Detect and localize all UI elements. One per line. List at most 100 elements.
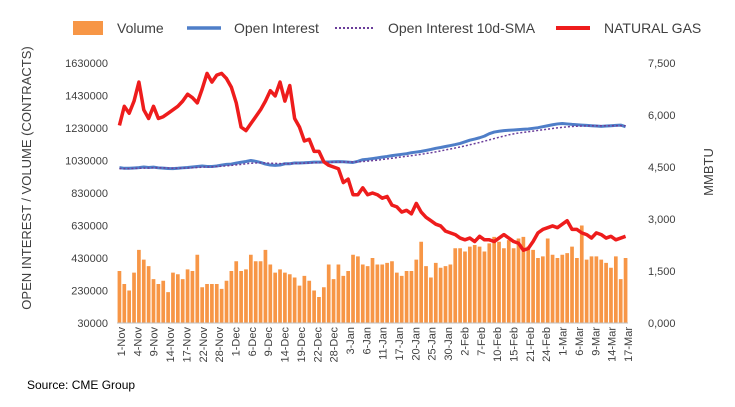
- volume-bar: [429, 277, 433, 323]
- volume-bar: [472, 245, 477, 323]
- open-interest-sma-line: [119, 124, 626, 170]
- x-tick-label: 1-Mar: [558, 327, 570, 356]
- volume-bar: [409, 271, 414, 323]
- volume-bar: [166, 292, 170, 324]
- volume-bar: [458, 248, 462, 323]
- x-tick-label: 17-Jan: [394, 327, 406, 361]
- volume-bar: [623, 258, 628, 323]
- x-tick-label: 22-Dec: [312, 327, 324, 363]
- volume-bar: [575, 258, 579, 323]
- volume-bar: [205, 284, 209, 323]
- volume-bar: [312, 290, 316, 323]
- volume-bar: [370, 258, 375, 323]
- volume-bar: [594, 256, 599, 324]
- volume-bar: [326, 264, 331, 323]
- x-tick-label: 28-Nov: [214, 327, 226, 363]
- x-tick-label: 14-Mar: [607, 327, 619, 362]
- volume-bar: [414, 259, 419, 324]
- volume-bar: [346, 271, 351, 323]
- volume-bar: [433, 262, 438, 324]
- volume-bar: [448, 264, 453, 323]
- left-tick-label: 1030000: [65, 156, 108, 168]
- right-tick-label: 0,000: [648, 318, 676, 330]
- legend-label-open-interest-sma: Open Interest 10d-SMA: [388, 20, 536, 36]
- volume-bar: [229, 271, 234, 323]
- volume-bar: [380, 264, 385, 323]
- x-tick-label: 3-Jan: [345, 327, 357, 355]
- volume-bar: [540, 256, 545, 324]
- volume-bar: [161, 280, 166, 323]
- open-interest-line: [119, 121, 627, 171]
- x-tick-label: 22-Nov: [198, 327, 210, 363]
- volume-bar: [219, 288, 224, 324]
- volume-bar: [584, 259, 589, 324]
- right-tick-label: 7,500: [648, 58, 676, 70]
- legend: Volume Open Interest Open Interest 10d-S…: [73, 20, 701, 36]
- volume-bar: [453, 248, 458, 323]
- volume-bar: [545, 238, 550, 323]
- left-tick-label: 430000: [71, 253, 108, 265]
- x-tick-label: 17-Nov: [181, 327, 193, 363]
- x-tick-label: 15-Feb: [509, 327, 521, 362]
- x-tick-label: 6-Dec: [247, 327, 259, 357]
- volume-bar: [234, 261, 239, 323]
- volume-bar: [195, 254, 200, 323]
- volume-bar: [511, 248, 516, 323]
- right-tick-label: 3,000: [648, 214, 676, 226]
- natural-gas-line: [117, 71, 627, 252]
- x-tick-label: 6-Mar: [574, 327, 586, 356]
- volume-bar: [185, 269, 190, 324]
- volume-bar: [531, 249, 535, 324]
- volume-bar: [477, 246, 482, 324]
- x-tick-label: 9-Dec: [263, 327, 275, 357]
- volume-bar: [210, 284, 214, 323]
- x-tick-label: 19-Dec: [296, 327, 308, 363]
- volume-bar: [613, 256, 618, 324]
- volume-bar: [224, 280, 229, 323]
- left-tick-label: 830000: [71, 188, 108, 200]
- volume-bar: [609, 267, 613, 323]
- x-tick-label: 30-Jan: [443, 327, 455, 361]
- x-tick-label: 11-Jan: [378, 327, 390, 360]
- left-tick-label: 30000: [77, 318, 108, 330]
- volume-bar: [565, 253, 570, 324]
- volume-bar: [180, 279, 185, 324]
- x-tick-label: 6-Jan: [361, 327, 373, 355]
- volume-bar: [356, 256, 360, 324]
- volume-bar: [117, 271, 122, 323]
- volume-bar: [122, 284, 127, 323]
- x-tick-label: 7-Feb: [476, 327, 488, 356]
- volume-bar: [526, 246, 531, 324]
- volume-bar: [287, 274, 292, 323]
- volume-bar: [516, 238, 521, 323]
- volume-bar: [283, 272, 287, 324]
- x-tick-label: 9-Mar: [590, 327, 602, 356]
- volume-bar: [399, 275, 404, 324]
- volume-bar: [127, 290, 132, 323]
- volume-bar: [404, 271, 409, 323]
- x-tick-label: 14-Dec: [280, 327, 292, 363]
- legend-label-open-interest: Open Interest: [234, 20, 319, 36]
- left-tick-label: 1230000: [65, 123, 108, 135]
- volume-bar: [365, 266, 370, 324]
- right-tick-label: 6,000: [648, 110, 676, 122]
- volume-bar: [360, 264, 365, 323]
- x-axis-ticks: 1-Nov 4-Nov 9-Nov 14-Nov 17-Nov 22-Nov 28-Nov 1…: [116, 327, 635, 363]
- volume-bar: [521, 236, 526, 324]
- volume-bar: [560, 254, 565, 323]
- x-tick-label: 1-Dec: [230, 327, 242, 357]
- volume-bar: [443, 266, 448, 324]
- volume-bar: [244, 269, 248, 324]
- volume-bar: [579, 225, 584, 323]
- x-tick-label: 1-Nov: [116, 327, 128, 357]
- volume-bar: [307, 280, 312, 323]
- x-tick-label: 28-Dec: [329, 327, 341, 363]
- volume-bar: [438, 267, 443, 323]
- volume-bar: [492, 236, 497, 324]
- volume-bar: [497, 241, 501, 323]
- volume-bar: [599, 259, 604, 324]
- volume-bar: [385, 262, 389, 324]
- volume-bar: [156, 284, 161, 323]
- volume-bar: [618, 279, 623, 324]
